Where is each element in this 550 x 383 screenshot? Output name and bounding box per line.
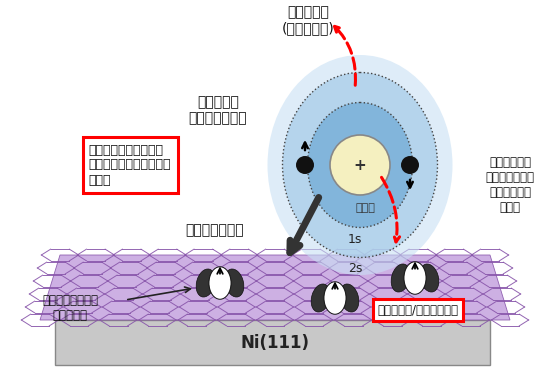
Ellipse shape	[311, 284, 330, 312]
Ellipse shape	[283, 72, 437, 257]
Ellipse shape	[209, 267, 231, 299]
Ellipse shape	[196, 269, 215, 297]
Circle shape	[330, 135, 390, 195]
Ellipse shape	[340, 284, 359, 312]
Text: スピン偏極
準安定ヘリウム: スピン偏極 準安定ヘリウム	[189, 95, 248, 125]
Text: スピン信号
(電子の放出): スピン信号 (電子の放出)	[282, 5, 334, 35]
Polygon shape	[40, 255, 510, 320]
Circle shape	[296, 156, 314, 174]
Text: 1s: 1s	[348, 233, 362, 246]
Ellipse shape	[391, 264, 410, 292]
Ellipse shape	[324, 282, 346, 314]
Text: 特定の向きの
スピンを有する
電子のみ移動
できる: 特定の向きの スピンを有する 電子のみ移動 できる	[486, 156, 535, 214]
Text: グラフェン表面の
電子スピン: グラフェン表面の 電子スピン	[42, 294, 98, 322]
Ellipse shape	[267, 55, 453, 275]
Text: 原子核: 原子核	[355, 203, 375, 213]
Ellipse shape	[420, 264, 439, 292]
Text: 表面の一原子層のみを
観測できる極小のスピン
検出器: 表面の一原子層のみを 観測できる極小のスピン 検出器	[89, 144, 171, 187]
Text: グラフェン/磁性金属接合: グラフェン/磁性金属接合	[377, 303, 459, 316]
Text: 2s: 2s	[348, 262, 362, 275]
Polygon shape	[55, 320, 490, 365]
Ellipse shape	[225, 269, 244, 297]
Text: 単層グラフェン: 単層グラフェン	[186, 223, 244, 237]
Circle shape	[401, 156, 419, 174]
Ellipse shape	[404, 262, 426, 294]
Text: Ni(111): Ni(111)	[240, 334, 310, 352]
Ellipse shape	[307, 103, 412, 228]
Text: +: +	[354, 157, 366, 172]
